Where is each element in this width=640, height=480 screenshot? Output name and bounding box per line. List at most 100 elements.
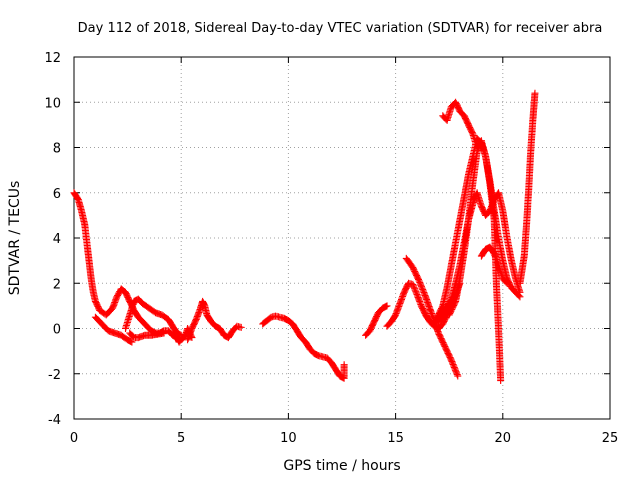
data-point-run	[85, 257, 95, 281]
data-point-run	[387, 312, 399, 326]
data-point-run	[267, 312, 278, 321]
data-point-run	[164, 327, 176, 338]
data-point-run	[117, 285, 128, 295]
data-point-run	[188, 317, 200, 332]
grid	[74, 57, 610, 419]
data-point-run	[465, 181, 477, 224]
x-tick-label: 25	[602, 431, 619, 446]
data-point-run	[169, 322, 180, 336]
series-seg1	[70, 189, 196, 346]
data-point-run	[276, 313, 287, 322]
data-point-run	[460, 112, 472, 128]
data-point	[128, 338, 136, 346]
data-point-run	[175, 337, 184, 346]
data-point-run	[143, 322, 154, 334]
data-point-run	[272, 312, 282, 321]
data-point	[497, 377, 505, 385]
data-point-run	[199, 297, 208, 309]
y-tick-label: 12	[44, 51, 61, 66]
data-point-run	[507, 284, 519, 295]
data-point-run	[499, 275, 510, 286]
data-point-run	[507, 257, 519, 281]
x-tick-label: 5	[177, 431, 185, 446]
data-point-run	[529, 91, 539, 124]
data-point	[383, 302, 391, 310]
data-point-run	[460, 172, 472, 201]
data-point-run	[139, 300, 152, 311]
x-tick-label: 0	[70, 431, 78, 446]
data-point-run	[284, 317, 296, 327]
data-point-run	[409, 280, 420, 297]
data-point-run	[81, 220, 91, 245]
data-point-run	[134, 295, 145, 306]
data-point-run	[516, 254, 528, 287]
data-point-run	[224, 328, 236, 342]
data-point-run	[435, 308, 448, 326]
data-point	[177, 331, 185, 339]
data-point-run	[134, 313, 145, 325]
data-point-run	[91, 313, 105, 327]
data-point-run	[212, 322, 223, 332]
data-point-run	[445, 299, 459, 319]
data-point-run	[91, 297, 103, 313]
data-point-run	[126, 329, 137, 340]
data-point-run	[370, 310, 382, 326]
data-point-run	[477, 246, 489, 260]
data-point-run	[405, 279, 415, 288]
y-tick-label: 4	[53, 232, 61, 247]
data-point-run	[482, 208, 493, 219]
data-point-run	[362, 328, 373, 339]
data-point-run	[492, 279, 502, 331]
data-point-run	[486, 177, 498, 213]
data-point-run	[452, 276, 464, 305]
data-point-run	[447, 281, 459, 303]
data-point-run	[469, 150, 481, 188]
y-tick-label: 8	[53, 142, 61, 157]
data-point	[237, 323, 245, 331]
y-tick-label: 6	[53, 187, 61, 202]
data-point-run	[447, 240, 459, 269]
data-point-run	[374, 305, 386, 317]
data-point-run	[297, 334, 308, 345]
series-seg6	[259, 312, 348, 382]
y-tick-label: 10	[44, 96, 61, 111]
series-seg14	[477, 243, 511, 287]
data-point-run	[203, 311, 214, 325]
data-point-run	[435, 303, 446, 319]
data-point-run	[415, 277, 429, 299]
data-point-run	[465, 121, 476, 137]
data-point-run	[78, 207, 88, 227]
data-point-run	[259, 317, 270, 328]
data-point-run	[499, 257, 511, 281]
axis-ticks: 0 5 10 15 20 25 -4 -2 0 2 4 6 8 10 12	[44, 51, 618, 446]
data-point-run	[109, 294, 120, 312]
data-point	[473, 144, 481, 151]
data-point-run	[522, 190, 532, 231]
x-tick-label: 20	[495, 431, 512, 446]
data-point-run	[465, 154, 476, 179]
data-point-run	[314, 352, 325, 360]
data-point-run	[503, 234, 515, 263]
data-point-run	[447, 356, 461, 379]
data-point-run	[122, 288, 133, 304]
data-point-run	[122, 312, 133, 332]
data-point-run	[439, 312, 450, 328]
data-point	[503, 279, 511, 287]
data-point-run	[263, 314, 274, 325]
data-point-run	[124, 336, 135, 345]
series-seg13	[439, 98, 481, 151]
data-point-run	[495, 189, 506, 213]
series-seg3	[122, 295, 185, 339]
data-point-run	[233, 322, 244, 331]
data-point-run	[383, 319, 394, 330]
y-tick-label: -2	[48, 368, 61, 383]
data-point-run	[158, 311, 171, 322]
series-seg11	[435, 189, 524, 326]
data-point-run	[319, 353, 330, 361]
data-point-run	[520, 224, 530, 260]
data-point-run	[452, 217, 464, 246]
series-seg4	[126, 329, 168, 342]
data-point-run	[486, 243, 497, 257]
data-point-run	[323, 354, 334, 365]
y-tick-label: 0	[53, 323, 61, 338]
